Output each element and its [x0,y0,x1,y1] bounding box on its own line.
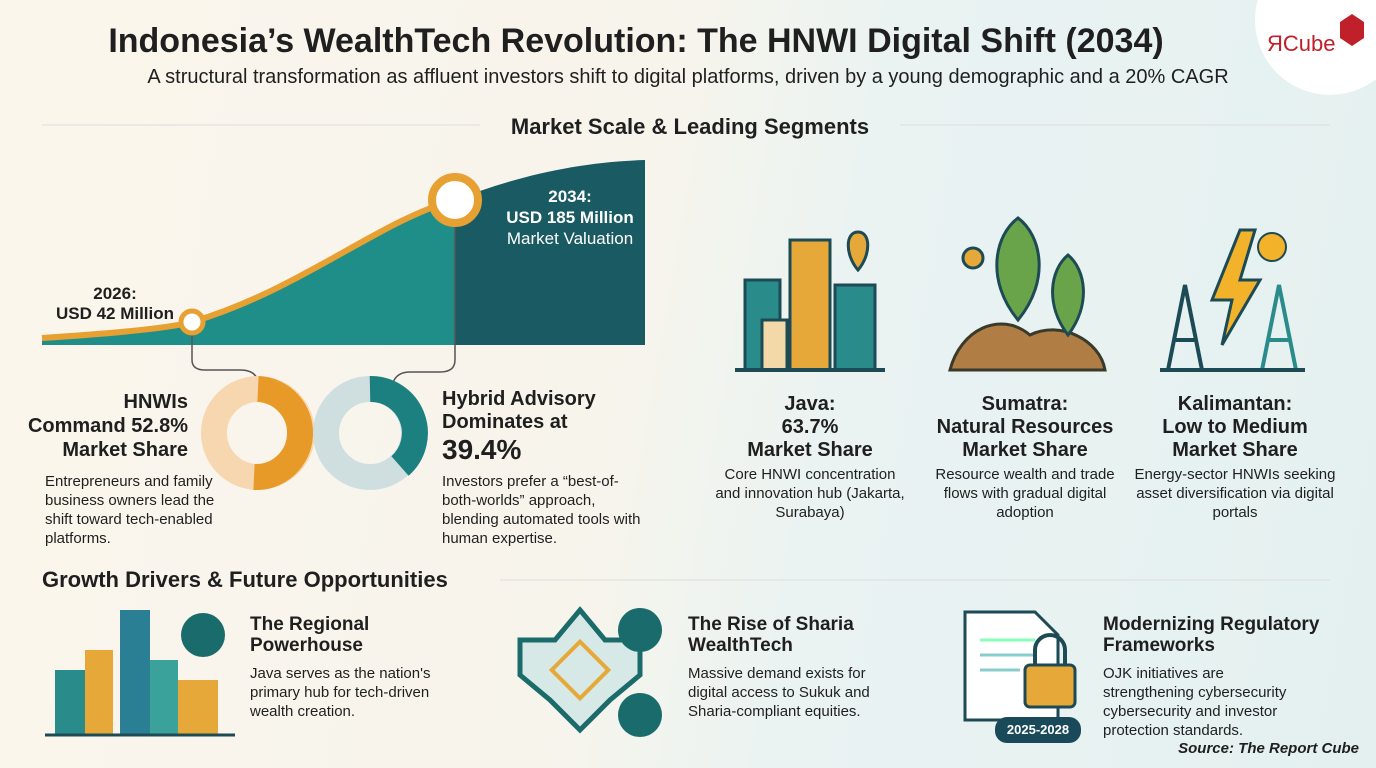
growth-line [41,197,456,341]
marker [428,173,482,227]
heading-line: Dominates at [442,411,568,433]
region-description: Energy-sector HNWIs seeking asset divers… [1134,466,1336,521]
area-dark [455,160,645,345]
title-line: Java: [784,393,836,415]
region-description: Core HNWI concentration and innovation h… [715,466,905,521]
title-line: 63.7% [781,416,839,438]
energy-icon [1160,228,1305,372]
doc-lock-icon [963,610,1081,743]
logo-cube [1340,14,1364,46]
sharia-icon [517,606,662,737]
subtitle: A structural transformation as affluent … [147,66,1229,88]
start-label: 2026: USD 42 Million [40,284,190,324]
driver-description: OJK initiatives are strengthening cybers… [1103,665,1287,739]
title-line: Market Share [747,439,873,461]
title-line: Kalimantan: [1177,393,1293,415]
region-description: Resource wealth and trade flows with gra… [935,466,1115,521]
region-title: Sumatra: Natural Resources Market Share [920,393,1130,462]
plant-icon [948,216,1107,372]
title-line: Frameworks [1103,635,1215,656]
title-line: The Regional [250,614,370,635]
title-line: Powerhouse [250,635,363,656]
segment-description: Entrepreneurs and family business owners… [45,473,215,547]
title-line: Modernizing Regulatory [1103,614,1320,635]
title-line: The Rise of Sharia [688,614,854,635]
donut-arc [253,376,313,491]
title-line: Low to Medium [1162,416,1308,438]
title-line: WealthTech [688,635,793,656]
end-label: 2034: USD 185 Million Market Valuation [490,186,650,249]
region-title: Java: 63.7% Market Share [710,393,910,462]
heading-line: HNWIs [123,391,188,413]
title-line: Sumatra: [981,393,1069,415]
driver-description: Java serves as the nation's primary hub … [250,665,431,720]
heading-line: Hybrid Advisory [442,388,596,410]
segment-heading: HNWIs Command 52.8% Market Share [20,390,188,462]
marker [178,308,206,336]
segment-description: Investors prefer a “best-of-both-worlds”… [442,473,641,547]
badge: 2025-2028 [1006,722,1070,737]
heading-line: Command 52.8% [27,415,188,437]
driver-title: The Regional Powerhouse [250,614,369,656]
label-line: 2026: [93,284,137,303]
title-line: Market Share [962,439,1088,461]
driver-description: Massive demand exists for digital access… [688,665,870,720]
label-line: 2034: [548,187,592,206]
source: Source: The Report Cube [1178,740,1359,757]
skyline-icon [45,610,235,737]
segment-heading: Hybrid Advisory Dominates at 39.4% [442,388,642,466]
heading-line: Market Share [62,439,188,461]
title-line: Market Share [1172,439,1298,461]
driver-title: The Rise of Sharia WealthTech [688,614,854,656]
label-line: Market Valuation [506,229,634,248]
section-heading: Growth Drivers & Future Opportunities [42,567,448,592]
area-light [42,200,455,345]
heading-line: 39.4% [442,434,522,465]
label-line: USD 42 Million [55,304,175,323]
label-line: USD 185 Million [506,208,634,227]
city-icon [735,230,885,372]
connector [391,200,456,387]
driver-title: Modernizing Regulatory Frameworks [1103,614,1319,656]
title-line: Natural Resources [936,416,1114,438]
donut-arc [369,376,428,476]
section-heading: Market Scale & Leading Segments [510,114,870,139]
region-title: Kalimantan: Low to Medium Market Share [1130,393,1340,462]
title: Indonesia’s WealthTech Revolution: The H… [108,22,1164,60]
logo: ЯCube [1267,31,1336,56]
